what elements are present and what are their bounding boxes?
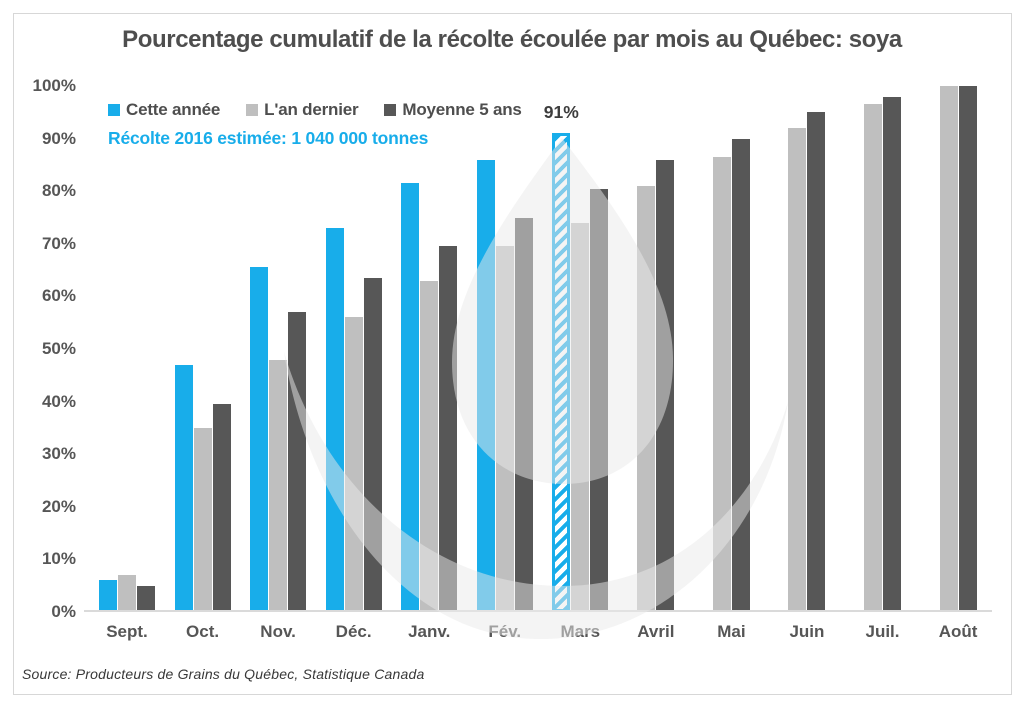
legend-swatch-light-gray-icon bbox=[246, 104, 259, 116]
bar-moyenne-5-ans-dec bbox=[363, 277, 382, 612]
bar-l-an-dernier-dec bbox=[344, 317, 363, 612]
y-axis-label-90: 90% bbox=[41, 128, 76, 148]
x-axis-label-nov: Nov. bbox=[260, 622, 296, 641]
legend-label: Moyenne 5 ans bbox=[402, 100, 522, 119]
bar-l-an-dernier-juin bbox=[788, 128, 807, 612]
legend-swatch-blue-icon bbox=[108, 104, 120, 116]
legend-label: Cette année bbox=[126, 100, 221, 119]
bar-l-an-dernier-juil bbox=[864, 104, 882, 612]
bar-moyenne-5-ans-janv bbox=[439, 246, 458, 612]
x-axis-label-oct: Oct. bbox=[186, 622, 220, 641]
legend-item-moyenne-5-ans: Moyenne 5 ans bbox=[384, 100, 522, 120]
bar-moyenne-5-ans-juil bbox=[883, 96, 901, 612]
y-axis-label-50: 50% bbox=[41, 339, 76, 358]
harvest-estimate-subtitle: Récolte 2016 estimée: 1 040 000 tonnes bbox=[108, 128, 429, 148]
bar-l-an-dernier-fev bbox=[495, 246, 514, 612]
bar-l-an-dernier-mars bbox=[571, 222, 590, 612]
x-axis-label-aout: Août bbox=[938, 622, 978, 641]
x-axis-label-juil: Juil. bbox=[865, 622, 900, 641]
legend: Cette année L'an dernier Moyenne 5 ans bbox=[108, 100, 522, 120]
bar-cette-annee-oct bbox=[174, 364, 193, 612]
x-axis-label-fev: Fév. bbox=[488, 622, 522, 641]
y-axis-label-80: 80% bbox=[41, 181, 76, 201]
bar-l-an-dernier-sept bbox=[118, 575, 136, 612]
y-axis-label-60: 60% bbox=[41, 286, 76, 306]
bar-l-an-dernier-mai bbox=[712, 157, 731, 612]
y-axis-label-30: 30% bbox=[41, 444, 76, 464]
x-axis-label-janv: Janv. bbox=[408, 622, 451, 641]
source-credit: Source: Producteurs de Grains du Québec,… bbox=[22, 666, 425, 682]
bar-moyenne-5-ans-nov bbox=[288, 312, 307, 612]
legend-item-an-dernier: L'an dernier bbox=[246, 100, 359, 120]
legend-label: L'an dernier bbox=[264, 100, 359, 119]
chart-title: Pourcentage cumulatif de la récolte écou… bbox=[122, 26, 902, 53]
bar-l-an-dernier-nov bbox=[269, 359, 288, 612]
x-axis-label-sept: Sept. bbox=[106, 622, 148, 641]
y-axis-label-0: 0% bbox=[51, 602, 76, 621]
bar-cette-annee-sept bbox=[99, 580, 117, 612]
y-axis-label-10: 10% bbox=[41, 549, 76, 569]
bar-moyenne-5-ans-avril bbox=[656, 159, 675, 612]
legend-item-cette-annee: Cette année bbox=[108, 100, 220, 120]
y-axis-label-20: 20% bbox=[41, 496, 76, 516]
legend-swatch-dark-gray-icon bbox=[384, 104, 397, 116]
x-axis-label-mai: Mai bbox=[717, 622, 746, 641]
bar-cette-annee-mars bbox=[552, 133, 571, 612]
bar-moyenne-5-ans-juin bbox=[807, 112, 826, 612]
bar-moyenne-5-ans-fev bbox=[514, 217, 533, 612]
bar-l-an-dernier-janv bbox=[420, 280, 439, 612]
bar-moyenne-5-ans-mars bbox=[590, 188, 609, 612]
y-axis-label-40: 40% bbox=[41, 391, 76, 411]
x-axis-label-avril: Avril bbox=[637, 622, 675, 641]
bar-moyenne-5-ans-aout bbox=[958, 86, 977, 612]
bar-cette-annee-dec bbox=[325, 228, 344, 612]
x-axis-label-dec: Déc. bbox=[335, 622, 372, 641]
bar-cette-annee-nov bbox=[250, 267, 269, 612]
value-annotation-91: 91% bbox=[543, 102, 579, 122]
y-axis-label-100: 100% bbox=[32, 76, 76, 95]
bar-moyenne-5-ans-mai bbox=[731, 138, 750, 612]
bar-moyenne-5-ans-sept bbox=[137, 585, 155, 612]
bar-l-an-dernier-aout bbox=[939, 86, 958, 612]
bar-moyenne-5-ans-oct bbox=[212, 404, 231, 612]
y-axis-label-70: 70% bbox=[41, 233, 76, 253]
bar-l-an-dernier-oct bbox=[193, 427, 212, 612]
bar-l-an-dernier-avril bbox=[637, 185, 656, 612]
x-axis-label-juin: Juin bbox=[789, 622, 825, 641]
x-axis-label-mars: Mars bbox=[560, 622, 601, 641]
x-axis-line bbox=[84, 610, 992, 612]
bar-cette-annee-janv bbox=[401, 183, 420, 612]
bar-cette-annee-fev bbox=[476, 159, 495, 612]
